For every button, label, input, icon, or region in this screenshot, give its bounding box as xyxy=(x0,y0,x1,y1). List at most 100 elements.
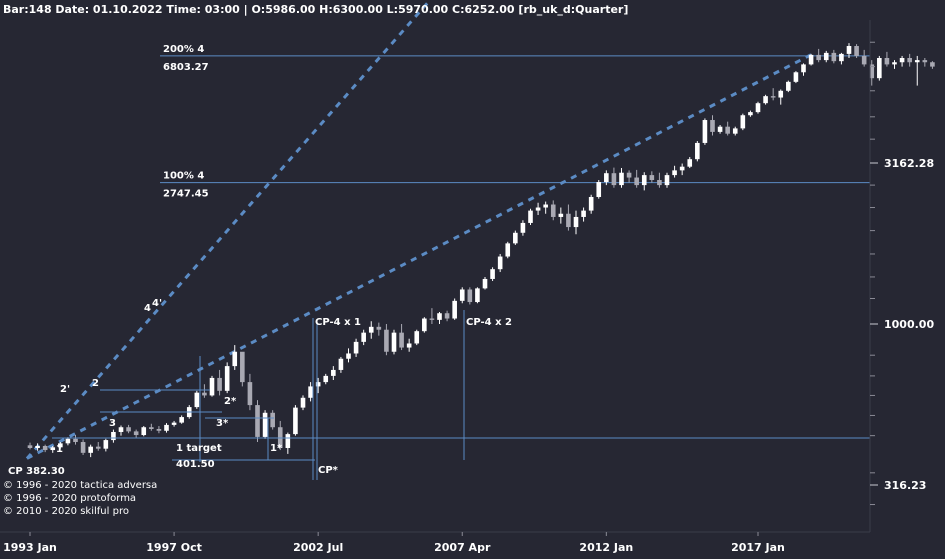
candle-body xyxy=(422,318,427,332)
level-percent-label: 200% 4 xyxy=(163,44,204,55)
candle-body xyxy=(58,443,63,448)
candle-body xyxy=(429,318,435,320)
annotation-label: 1 target xyxy=(176,443,222,454)
annotation-label: CP-4 x 2 xyxy=(466,317,512,328)
candle-body xyxy=(35,445,40,449)
candle-body xyxy=(877,58,882,79)
candle-body xyxy=(801,64,806,73)
candle-body xyxy=(755,103,761,113)
candle-body xyxy=(133,431,139,436)
annotation-label: 1 xyxy=(56,444,63,455)
candle-body xyxy=(315,382,321,387)
candle-body xyxy=(171,422,177,425)
candle-body xyxy=(414,331,420,344)
candle-body xyxy=(437,313,442,320)
candle-body xyxy=(331,369,336,376)
candle-body xyxy=(566,213,571,228)
candle-body xyxy=(42,445,48,451)
candle-body xyxy=(141,427,147,436)
candle-body xyxy=(361,332,366,342)
candle-body xyxy=(793,72,799,82)
candle-body xyxy=(262,412,268,437)
x-axis: 1993 Jan 1997 Oct 2002 Jul 2007 Apr 2012 Jan… xyxy=(0,531,870,554)
annotation-label: 3 xyxy=(109,418,116,429)
header-info: Bar:148 Date: 01.10.2022 Time: 03:00 | O… xyxy=(3,3,628,16)
candle-body xyxy=(224,366,230,391)
candle-body xyxy=(763,96,768,104)
candle-body xyxy=(308,386,313,398)
level-percent-label: 100% 4 xyxy=(163,171,204,182)
candle-body xyxy=(543,204,548,208)
candle-body xyxy=(710,120,715,132)
analysis-overlay: CP 382.30 1 1 target 401.50 1* CP* CP-4 x 1 CP-… xyxy=(8,298,870,480)
steep-trend-line xyxy=(25,0,433,460)
candle-body xyxy=(626,172,632,178)
candle-body xyxy=(930,62,935,67)
candle-body xyxy=(118,427,124,432)
candle-body xyxy=(27,445,33,449)
candle-body xyxy=(748,112,753,116)
y-tick-label: 316.23 xyxy=(884,479,926,492)
candle-body xyxy=(285,434,291,449)
candle-body xyxy=(884,58,890,65)
candle-body xyxy=(770,96,776,98)
y-tick-label: 1000.00 xyxy=(884,318,934,331)
candle-body xyxy=(452,300,457,319)
candle-body xyxy=(353,341,359,354)
candle-body xyxy=(467,289,473,303)
trend-lines xyxy=(25,0,814,460)
candle-body xyxy=(657,180,662,186)
candle-body xyxy=(907,58,912,63)
candle-body xyxy=(111,431,116,441)
candle-body xyxy=(149,427,154,429)
candle-body xyxy=(384,329,389,352)
candle-body xyxy=(854,46,859,56)
x-tick-label: 2012 Jan xyxy=(579,541,633,554)
candle-body xyxy=(520,222,526,233)
candle-body xyxy=(664,175,670,186)
level-value-label: 2747.45 xyxy=(163,189,209,200)
candle-body xyxy=(338,358,344,370)
candle-body xyxy=(649,175,655,181)
candle-body xyxy=(368,326,374,333)
candle-body xyxy=(209,377,215,396)
y-tick-label: 3162.28 xyxy=(884,157,934,170)
candle-body xyxy=(88,446,93,453)
candle-body xyxy=(732,128,738,134)
candle-body xyxy=(391,332,397,352)
candle-body xyxy=(255,405,260,437)
annotation-label: 4' xyxy=(152,298,162,309)
candle-body xyxy=(914,60,920,63)
candle-body xyxy=(300,397,306,408)
candle-body xyxy=(823,52,829,61)
candle-body xyxy=(892,62,897,65)
level-value-label: 6803.27 xyxy=(163,62,209,73)
candle-body xyxy=(778,90,784,98)
candle-body xyxy=(179,417,184,423)
x-tick-label: 1993 Jan xyxy=(3,541,57,554)
candle-body xyxy=(702,120,708,143)
candle-body xyxy=(679,166,685,171)
annotation-label: 4 xyxy=(144,303,151,314)
candle-body xyxy=(156,428,162,431)
candle-body xyxy=(922,60,928,63)
candle-body xyxy=(786,81,791,91)
candle-body xyxy=(376,326,382,330)
x-tick-label: 1997 Oct xyxy=(146,541,202,554)
candle-body xyxy=(399,332,404,348)
candle-body xyxy=(535,207,541,211)
candle-body xyxy=(513,232,518,244)
candle-body xyxy=(839,53,844,62)
annotation-label: CP-4 x 1 xyxy=(315,317,361,328)
x-tick-label: 2017 Jan xyxy=(731,541,785,554)
candle-body xyxy=(899,58,905,63)
annotation-label: 2 xyxy=(92,378,99,389)
candle-body xyxy=(346,353,351,359)
candle-body xyxy=(247,382,253,406)
candle-body xyxy=(293,407,298,435)
candle-body xyxy=(80,442,86,453)
annotation-label: CP 382.30 xyxy=(8,466,65,477)
base-trend-line xyxy=(26,52,814,460)
